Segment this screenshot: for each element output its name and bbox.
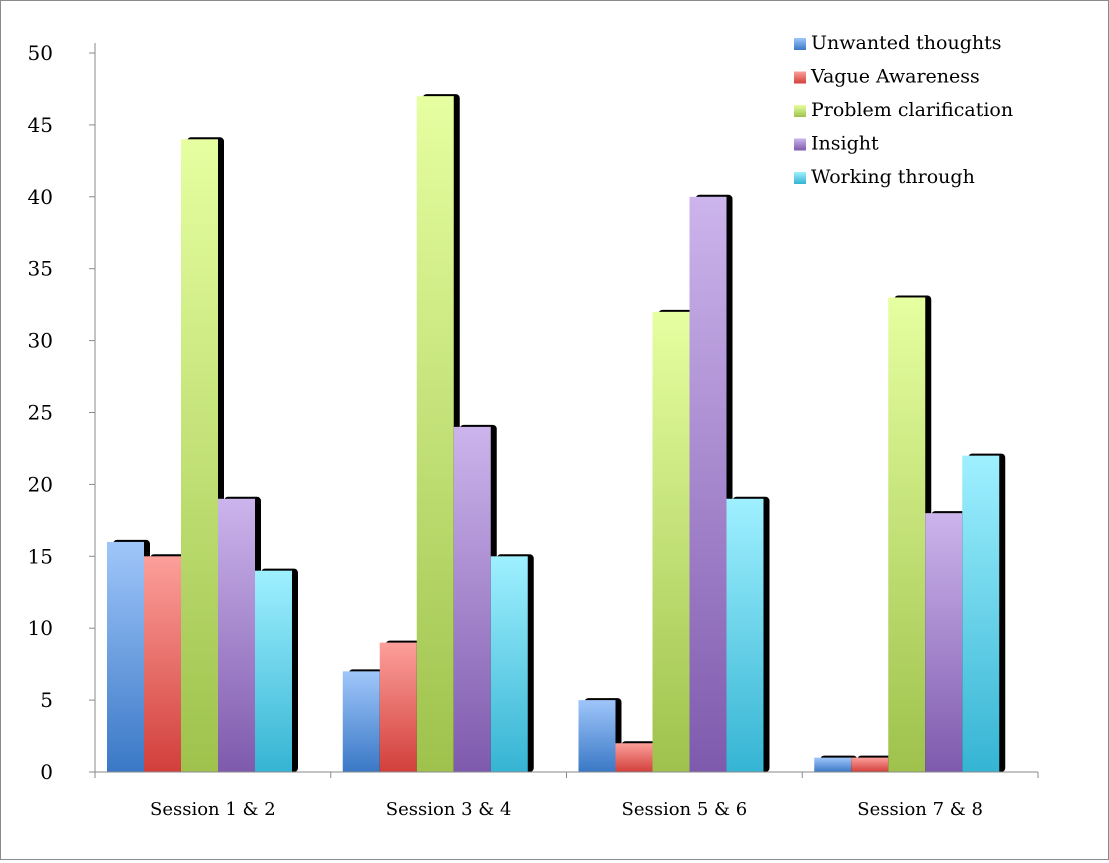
y-tick-label: 0 [40,760,53,784]
legend-swatch [794,138,806,151]
bar-insight-session-3-and-4 [453,426,491,772]
y-tick-label: 35 [28,257,53,281]
legend-swatch [794,71,806,84]
bar-working-through-session-7-and-8 [962,455,1000,772]
y-tick-label: 15 [28,544,53,568]
legend-item-unwanted-thoughts: Unwanted thoughts [794,32,1002,54]
bar-insight-session-5-and-6 [689,196,727,773]
bar-problem-clarification-session-1-and-2 [181,139,218,772]
y-tick-label: 30 [28,329,53,353]
bar-working-through-session-1-and-2 [255,570,292,772]
axes-layer: 0 5 10 15 20 25 30 35 40 45 50 Session 1 & 2 Session… [28,41,1039,820]
y-tick-label: 25 [28,401,53,425]
bar-insight-session-7-and-8 [925,513,963,772]
bar-problem-clarification-session-5-and-6 [652,311,690,772]
legend-item-insight: Insight [794,133,879,155]
y-tick-label: 45 [28,113,53,137]
x-tick-label: Session 5 & 6 [622,799,748,820]
x-tick-label: Session 3 & 4 [386,799,512,820]
bar-unwanted-thoughts-session-7-and-8 [814,757,852,772]
legend-label: Working through [811,166,975,188]
y-tick-label: 10 [28,616,53,640]
legend-item-working-through: Working through [794,166,975,188]
bars-layer [107,94,1006,773]
legend: Unwanted thoughts Vague Awareness Problem … [794,32,1013,188]
legend-item-problem-clarification: Problem clarification [794,99,1013,121]
bar-unwanted-thoughts-session-1-and-2 [107,541,144,772]
legend-label: Vague Awareness [810,66,980,88]
bar-vague-awareness-session-7-and-8 [851,757,889,772]
bar-working-through-session-5-and-6 [726,498,764,772]
legend-swatch [794,105,806,117]
bar-vague-awareness-session-1-and-2 [144,556,181,772]
bar-problem-clarification-session-7-and-8 [888,297,926,772]
bar-vague-awareness-session-5-and-6 [615,743,653,772]
x-tick-label: Session 7 & 8 [857,799,983,820]
bar-problem-clarification-session-3-and-4 [416,96,454,772]
legend-label: Problem clarification [811,99,1013,121]
legend-item-vague-awareness: Vague Awareness [794,66,980,88]
bar-unwanted-thoughts-session-3-and-4 [342,671,380,772]
y-tick-label: 50 [28,41,53,65]
legend-label: Insight [811,133,879,155]
y-tick-label: 40 [28,185,53,209]
y-tick-label: 5 [40,688,53,712]
legend-swatch [794,38,806,50]
x-tick-label: Session 1 & 2 [150,799,276,820]
bar-unwanted-thoughts-session-5-and-6 [578,700,616,772]
bar-insight-session-1-and-2 [218,498,255,772]
bar-working-through-session-3-and-4 [490,556,528,772]
bar-vague-awareness-session-3-and-4 [379,642,417,772]
legend-swatch [794,172,806,184]
y-tick-label: 20 [28,472,53,496]
legend-label: Unwanted thoughts [811,32,1002,54]
